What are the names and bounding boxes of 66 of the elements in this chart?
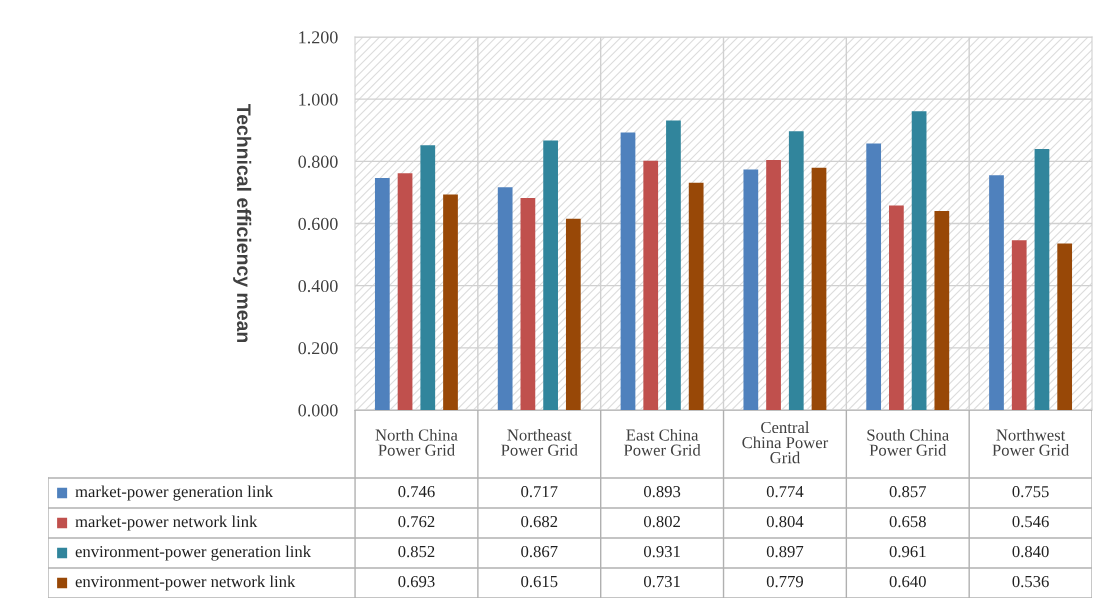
data-label: 0.857 <box>889 485 927 498</box>
data-label: 0.779 <box>766 575 804 588</box>
bar <box>1057 243 1073 410</box>
data-label: 0.762 <box>398 515 435 528</box>
y-axis-title: Technical efficiency mean <box>233 103 252 343</box>
bar <box>1034 148 1050 410</box>
data-label: 0.658 <box>889 515 926 528</box>
bar <box>620 132 636 410</box>
y-tick-label: 1.000 <box>299 93 338 106</box>
data-label: 0.840 <box>1012 545 1049 558</box>
bar <box>811 167 827 410</box>
y-tick-label: 0.000 <box>298 404 338 417</box>
data-label: 0.961 <box>889 545 926 558</box>
legend-label: market-power network link <box>75 515 258 531</box>
bar <box>520 198 536 410</box>
bar <box>497 187 513 410</box>
y-tick-label: 0.600 <box>298 217 338 231</box>
bar <box>443 194 458 410</box>
bar <box>889 205 904 410</box>
data-label: 0.852 <box>398 545 435 558</box>
bar <box>1011 240 1027 410</box>
bar <box>565 218 581 410</box>
bar <box>374 178 390 410</box>
x-tick-label: Central China Power Grid <box>742 421 829 464</box>
y-tick-label: 0.200 <box>298 342 338 355</box>
bar <box>766 160 781 410</box>
bar <box>989 175 1004 410</box>
data-label: 0.867 <box>521 545 558 558</box>
data-label: 0.893 <box>644 485 681 498</box>
data-label: 0.746 <box>398 485 435 498</box>
y-tick-label: 0.400 <box>298 279 338 293</box>
x-tick-label: Northwest Power Grid <box>992 428 1070 456</box>
x-tick-label: East China Power Grid <box>623 428 701 456</box>
bar <box>788 131 804 410</box>
legend-label: environment-power network link <box>75 575 296 591</box>
data-label: 0.536 <box>1012 575 1049 588</box>
bar <box>688 182 704 410</box>
x-tick-label: Northeast Power Grid <box>501 428 578 456</box>
bar <box>911 111 927 410</box>
data-label: 0.755 <box>1012 485 1049 498</box>
bar <box>934 211 950 410</box>
data-label: 0.615 <box>521 575 558 588</box>
bar <box>666 120 681 410</box>
data-label: 0.717 <box>521 485 558 498</box>
bar <box>420 145 436 410</box>
data-label: 0.731 <box>644 575 680 588</box>
data-label: 0.693 <box>398 575 435 588</box>
y-tick-label: 1.200 <box>299 31 338 44</box>
data-label: 0.802 <box>644 515 680 528</box>
bar <box>397 173 413 410</box>
bar <box>643 160 659 410</box>
data-label: 0.640 <box>889 575 926 588</box>
bar <box>866 143 882 410</box>
x-tick-label: South China Power Grid <box>867 428 949 456</box>
data-label: 0.931 <box>644 545 680 558</box>
data-label: 0.546 <box>1012 515 1049 528</box>
legend-label: market-power generation link <box>75 485 274 501</box>
bar <box>743 169 759 410</box>
data-label: 0.804 <box>766 515 804 528</box>
legend-label: environment-power generation link <box>75 545 312 561</box>
bar <box>543 140 558 410</box>
x-tick-label: North China Power Grid <box>375 428 458 456</box>
data-label: 0.897 <box>766 545 804 558</box>
y-tick-label: 0.800 <box>298 155 338 168</box>
data-label: 0.774 <box>766 485 804 498</box>
data-label: 0.682 <box>521 515 558 528</box>
